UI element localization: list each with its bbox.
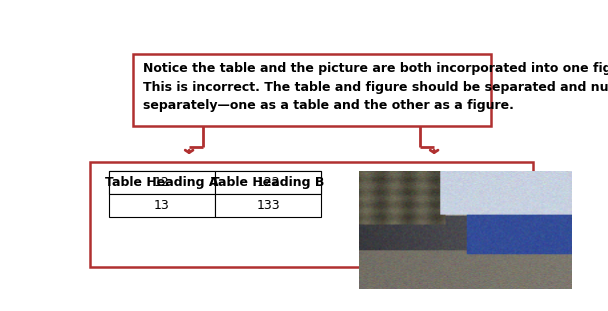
Bar bbox=[109, 194, 215, 217]
Text: 13: 13 bbox=[154, 199, 170, 212]
Text: 122: 122 bbox=[256, 176, 280, 189]
FancyBboxPatch shape bbox=[90, 162, 533, 267]
Text: Notice the table and the picture are both incorporated into one figure.
This is : Notice the table and the picture are bot… bbox=[143, 63, 608, 113]
Text: Table Heading B: Table Heading B bbox=[212, 176, 325, 189]
Bar bbox=[215, 194, 321, 217]
Text: 12: 12 bbox=[154, 176, 170, 189]
Bar bbox=[109, 171, 215, 194]
Text: 133: 133 bbox=[256, 199, 280, 212]
Bar bbox=[215, 171, 321, 194]
FancyBboxPatch shape bbox=[133, 54, 491, 126]
Bar bbox=[215, 171, 321, 194]
Text: Table Heading A: Table Heading A bbox=[105, 176, 219, 189]
Bar bbox=[109, 171, 215, 194]
